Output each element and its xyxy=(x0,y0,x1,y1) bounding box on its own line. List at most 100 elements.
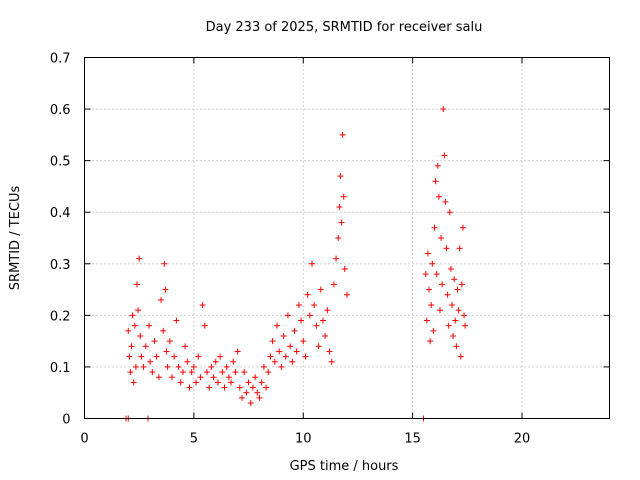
data-point xyxy=(129,312,136,319)
data-point xyxy=(335,235,342,241)
data-point xyxy=(451,276,458,283)
data-point xyxy=(201,322,208,329)
axis-tick-labels: 0 5 10 15 20 0 0.1 0.2 0.3 0.4 0.5 0.6 0.7 xyxy=(50,52,530,447)
data-point xyxy=(269,338,276,345)
data-point xyxy=(432,178,439,185)
data-point xyxy=(436,307,443,314)
data-point xyxy=(430,327,437,334)
data-point xyxy=(225,374,232,381)
y-axis-label: SRMTID / TECUs xyxy=(8,186,23,291)
y-tick-label: 0.6 xyxy=(50,103,71,118)
data-point xyxy=(438,235,445,241)
chart-title: Day 233 of 2025, SRMTID for receiver sal… xyxy=(206,20,483,35)
data-point xyxy=(221,384,228,391)
data-point xyxy=(190,363,197,370)
data-point xyxy=(324,307,331,314)
data-point xyxy=(433,271,440,278)
data-point xyxy=(267,353,274,360)
data-point xyxy=(311,302,318,309)
data-point xyxy=(197,374,204,381)
data-point xyxy=(284,312,291,319)
x-tick-label: 10 xyxy=(295,432,312,447)
data-point xyxy=(441,152,448,159)
data-point xyxy=(442,198,449,205)
x-tick-label: 15 xyxy=(404,432,421,447)
data-point xyxy=(247,400,254,407)
data-point xyxy=(452,317,459,324)
data-point xyxy=(435,193,442,200)
data-point xyxy=(254,389,261,396)
data-point xyxy=(322,332,329,339)
data-point xyxy=(210,374,217,381)
data-point xyxy=(219,369,226,376)
data-point xyxy=(317,286,324,293)
data-point xyxy=(163,348,170,355)
data-point xyxy=(169,374,175,381)
data-point xyxy=(458,281,465,288)
data-point xyxy=(315,343,322,350)
data-point xyxy=(162,286,169,293)
data-point xyxy=(134,281,140,288)
data-point xyxy=(338,219,345,226)
data-point xyxy=(424,250,431,257)
data-point xyxy=(158,296,165,303)
data-point xyxy=(153,353,160,360)
grid-lines xyxy=(84,57,610,419)
data-point xyxy=(330,281,337,288)
data-point xyxy=(214,379,221,386)
data-point xyxy=(130,379,137,386)
data-point xyxy=(147,358,154,365)
x-tick-label: 0 xyxy=(80,432,88,447)
data-point xyxy=(278,363,285,370)
data-point xyxy=(336,204,343,211)
data-point xyxy=(289,358,296,365)
data-point xyxy=(453,343,460,350)
data-point xyxy=(428,302,435,309)
x-tick-label: 5 xyxy=(190,432,198,447)
data-point xyxy=(135,307,142,314)
data-point xyxy=(127,369,134,376)
data-point xyxy=(137,332,144,339)
data-point xyxy=(230,358,237,365)
data-point xyxy=(258,379,265,386)
data-point xyxy=(252,374,259,381)
data-point xyxy=(295,302,302,309)
data-point xyxy=(173,317,180,324)
data-point xyxy=(344,291,350,298)
data-point xyxy=(199,302,206,309)
data-point xyxy=(431,224,438,231)
data-point xyxy=(125,327,132,334)
x-tick-label: 20 xyxy=(514,432,531,447)
data-point xyxy=(429,260,436,267)
y-tick-label: 0.4 xyxy=(50,206,71,221)
data-point xyxy=(450,332,457,339)
data-point xyxy=(340,193,347,200)
data-point xyxy=(446,209,453,216)
data-point xyxy=(249,384,256,391)
data-point xyxy=(440,106,447,113)
data-point xyxy=(208,363,215,370)
data-point xyxy=(260,363,267,370)
data-point xyxy=(298,317,305,324)
data-point xyxy=(243,389,250,396)
data-point xyxy=(447,265,454,272)
data-point xyxy=(132,363,139,370)
data-point xyxy=(326,348,333,355)
data-point xyxy=(186,384,193,391)
data-point xyxy=(280,332,287,339)
data-point xyxy=(455,307,462,314)
data-point xyxy=(136,255,143,262)
data-point xyxy=(245,379,252,386)
data-point xyxy=(422,271,429,278)
data-point xyxy=(434,162,441,169)
data-point xyxy=(234,348,241,355)
data-point xyxy=(160,327,167,334)
data-point xyxy=(271,358,278,365)
data-point xyxy=(423,317,430,324)
data-point xyxy=(274,322,280,329)
data-point xyxy=(426,286,433,293)
data-point xyxy=(161,260,168,267)
data-point xyxy=(457,353,464,360)
data-points xyxy=(123,106,469,422)
data-point xyxy=(461,312,468,319)
